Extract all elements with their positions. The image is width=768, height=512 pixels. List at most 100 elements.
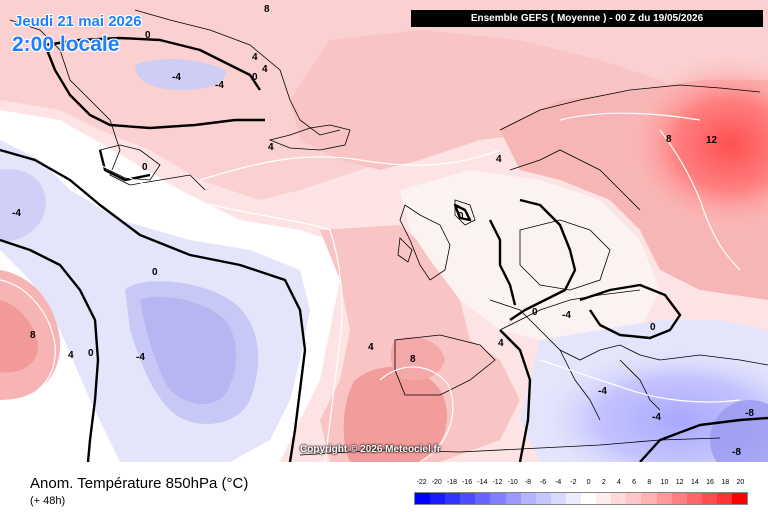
legend-swatch (550, 493, 566, 504)
map-label: 8 (410, 354, 416, 365)
legend-swatch (565, 493, 582, 504)
legend-label: -16 (462, 479, 473, 486)
legend-swatch (671, 493, 687, 504)
legend-swatch (596, 493, 612, 504)
anomaly-warm-west-core (0, 300, 38, 373)
legend-swatch (731, 493, 748, 504)
map-label: -4 (172, 72, 181, 83)
legend-label: -20 (431, 479, 442, 486)
legend-swatch (701, 493, 717, 504)
map-label: -4 (12, 208, 21, 219)
legend-swatch (581, 493, 597, 504)
legend-label: 16 (706, 479, 714, 486)
legend-swatch (520, 493, 536, 504)
map-label: 4 (68, 350, 74, 361)
legend-label: 0 (586, 479, 591, 486)
legend-swatch (415, 493, 431, 504)
legend-swatch (626, 493, 642, 504)
legend-label: -12 (492, 479, 503, 486)
legend-label: -22 (416, 479, 427, 486)
anomaly-isolines (0, 112, 741, 462)
map-label: 0 (532, 307, 538, 318)
anomaly-warm-morocco (343, 366, 448, 462)
lead-time: (+ 48h) (30, 495, 66, 507)
legend-label: -6 (539, 479, 547, 486)
legend-bar (414, 492, 748, 505)
legend-swatch (460, 493, 476, 504)
anomaly-cool-center (140, 296, 237, 405)
temperature-anomaly-map: 8 0 4 -4 -4 0 4 4 -4 0 0 8 4 0 -4 4 4 8 … (0, 0, 768, 462)
parameter-title: Anom. Température 850hPa (°C) (30, 475, 249, 492)
anomaly-cool-greenland (135, 58, 226, 91)
anomaly-cool-levant (710, 400, 768, 462)
legend-swatch (641, 493, 657, 504)
legend-swatch (490, 493, 506, 504)
legend-label: -18 (446, 479, 458, 486)
map-label: 8 (30, 330, 36, 341)
legend-label: -14 (477, 479, 488, 486)
map-label: 0 (142, 162, 148, 173)
zero-isolines (0, 36, 768, 462)
anomaly-warm-atlantic (290, 30, 700, 170)
legend-label: 6 (632, 479, 637, 486)
legend-swatch (611, 493, 627, 504)
map-label: 4 (368, 342, 374, 353)
legend-swatch (475, 493, 491, 504)
map-label: 4 (252, 52, 258, 63)
map-label: 0 (145, 30, 151, 41)
legend-label: -4 (555, 479, 562, 486)
coastlines (9, 9, 768, 456)
copyright: Copyright © 2026 Meteociel.fr (300, 444, 441, 455)
map-label: 4 (262, 64, 268, 75)
legend-label: 20 (736, 479, 745, 486)
map-label: 0 (88, 348, 94, 359)
map-label: 0 (650, 322, 656, 333)
legend-label: 18 (721, 479, 730, 486)
legend-swatch (445, 493, 461, 504)
anomaly-warm-spain (390, 336, 445, 381)
color-legend: -22 -20 -18 -16 -14 -12 -10 -8 -6 -4 -2 0 2 4 6 8 10 12 14… (414, 479, 748, 509)
legend-swatch (505, 493, 521, 504)
legend-label: -10 (507, 479, 518, 486)
map-label: 12 (706, 135, 718, 146)
legend-label: -8 (524, 479, 531, 486)
legend-swatch (656, 493, 672, 504)
map-label: -4 (652, 412, 661, 423)
map-label: 0 (152, 267, 158, 278)
map-label: 0 (252, 72, 258, 83)
legend-label: 10 (660, 479, 669, 486)
map-label: 4 (496, 154, 502, 165)
forecast-time: 2:00 locale (12, 33, 120, 56)
legend-swatch (535, 493, 551, 504)
legend-swatch (430, 493, 446, 504)
map-label: -8 (745, 408, 754, 419)
legend-labels: -22 -20 -18 -16 -14 -12 -10 -8 -6 -4 -2 0 2 4 6 8 10 12 14… (414, 479, 748, 489)
map-label: -4 (136, 352, 145, 363)
legend-label: 4 (617, 479, 621, 486)
legend-label: 2 (601, 479, 606, 486)
anomaly-neutral-europe (400, 170, 660, 350)
forecast-date: Jeudi 21 mai 2026 (14, 13, 142, 30)
legend-label: -2 (570, 479, 577, 486)
map-label: 0 (458, 211, 464, 222)
contour-labels: 8 0 4 -4 -4 0 4 4 -4 0 0 8 4 0 -4 4 4 8 … (12, 4, 754, 458)
legend-swatch (716, 493, 732, 504)
legend-label: 12 (675, 479, 684, 486)
legend-label: 14 (690, 479, 699, 486)
map-label: -8 (732, 447, 741, 458)
chart-footer: Anom. Température 850hPa (°C) (+ 48h) -2… (0, 462, 768, 512)
map-canvas: 8 0 4 -4 -4 0 4 4 -4 0 0 8 4 0 -4 4 4 8 … (0, 0, 768, 462)
anomaly-warm-russia (620, 55, 768, 235)
anomaly-cool-northwest (0, 169, 46, 242)
run-info-banner: Ensemble GEFS ( Moyenne ) - 00 Z du 19/0… (411, 10, 763, 27)
map-label: 4 (498, 338, 504, 349)
map-label: -4 (562, 310, 571, 321)
map-label: 8 (264, 4, 270, 15)
map-label: -4 (215, 80, 224, 91)
map-label: -4 (598, 386, 607, 397)
map-label: 8 (666, 134, 672, 145)
legend-label: 8 (647, 479, 652, 486)
legend-swatch (686, 493, 702, 504)
map-label: 4 (268, 142, 274, 153)
